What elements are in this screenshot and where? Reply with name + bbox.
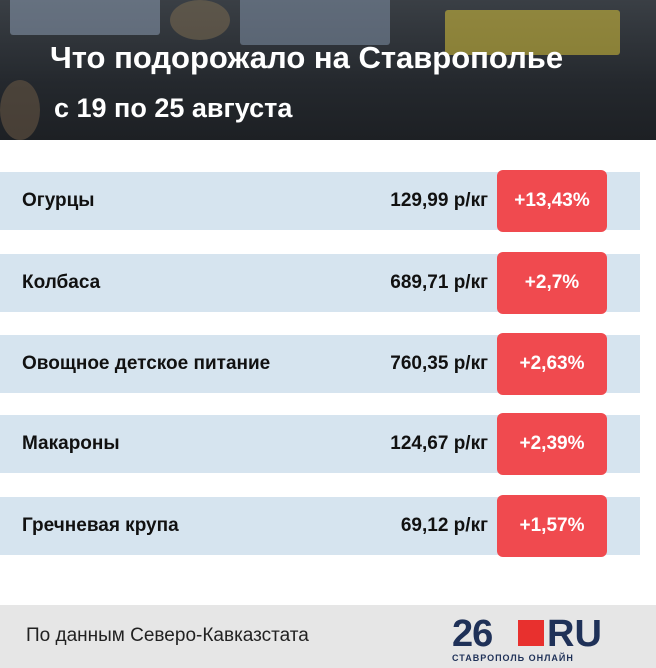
- potato: [170, 0, 230, 40]
- product-price: 124,67 р/кг: [390, 433, 488, 454]
- price-change: +13,43%: [497, 170, 607, 232]
- potato: [0, 80, 40, 140]
- product-name: Овощное детское питание: [22, 353, 271, 374]
- table-row: Огурцы 129,99 р/кг +13,43%: [0, 170, 640, 232]
- product-name: Огурцы: [22, 190, 95, 211]
- table-row: Колбаса 689,71 р/кг +2,7%: [0, 252, 640, 314]
- logo-square: [518, 620, 544, 646]
- table-row: Овощное детское питание 760,35 р/кг +2,63%: [0, 333, 640, 395]
- product-name: Макароны: [22, 433, 120, 454]
- product-price: 129,99 р/кг: [390, 190, 488, 211]
- table-row: Гречневая крупа 69,12 р/кг +1,57%: [0, 495, 640, 557]
- price-change: +2,7%: [497, 252, 607, 314]
- logo-domain: RU: [547, 613, 602, 655]
- footer: По данным Северо-Кавказстата 26 RU СТАВР…: [0, 605, 656, 668]
- logo-number: 26: [452, 613, 493, 655]
- price-change: +1,57%: [497, 495, 607, 557]
- header: Что подорожало на Ставрополье с 19 по 25…: [0, 0, 656, 140]
- title: Что подорожало на Ставрополье: [50, 40, 564, 75]
- product-price: 689,71 р/кг: [390, 272, 488, 293]
- price-tag: [10, 0, 160, 35]
- source: По данным Северо-Кавказстата: [26, 625, 309, 646]
- product-name: Колбаса: [22, 272, 101, 293]
- table-row: Макароны 124,67 р/кг +2,39%: [0, 413, 640, 475]
- price-change: +2,39%: [497, 413, 607, 475]
- product-name: Гречневая крупа: [22, 515, 179, 536]
- price-tag: [240, 0, 390, 45]
- product-price: 760,35 р/кг: [390, 353, 488, 374]
- logo-caption: СТАВРОПОЛЬ ОНЛАЙН: [452, 653, 574, 663]
- price-tag: [445, 10, 620, 55]
- product-price: 69,12 р/кг: [400, 515, 488, 536]
- price-change: +2,63%: [497, 333, 607, 395]
- subtitle: с 19 по 25 августа: [54, 93, 293, 123]
